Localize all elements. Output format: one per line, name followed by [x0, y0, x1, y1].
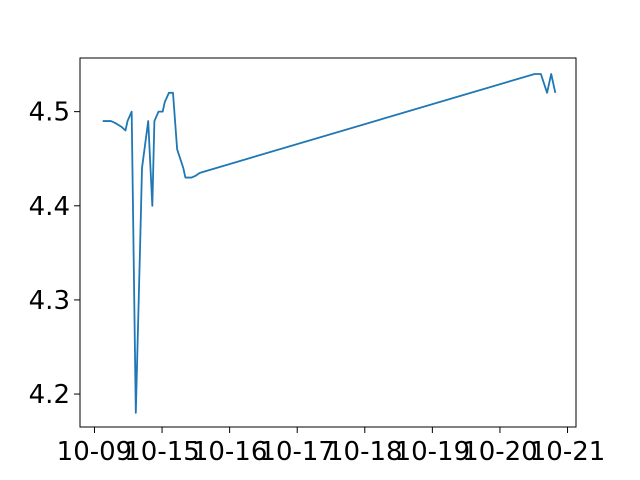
x-tick-label: 10-09	[57, 437, 133, 467]
plot-area	[80, 58, 576, 427]
x-tick-label: 10-21	[530, 437, 606, 467]
x-tick-label: 10-20	[462, 437, 538, 467]
y-tick-label: 4.4	[29, 192, 70, 222]
y-tick-label: 4.5	[29, 98, 70, 128]
y-tick-label: 4.3	[29, 286, 70, 316]
series-layer	[102, 73, 557, 414]
series-line-0	[102, 73, 557, 414]
x-tick-label: 10-16	[192, 437, 268, 467]
x-tick-label: 10-17	[259, 437, 335, 467]
y-axis: 4.2 4.3 4.4 4.5	[29, 98, 80, 410]
plot-frame	[79, 57, 577, 428]
x-tick-label: 10-15	[124, 437, 200, 467]
x-tick-label: 10-19	[395, 437, 471, 467]
y-tick-label: 4.2	[29, 380, 70, 410]
x-tick-label: 10-18	[327, 437, 403, 467]
